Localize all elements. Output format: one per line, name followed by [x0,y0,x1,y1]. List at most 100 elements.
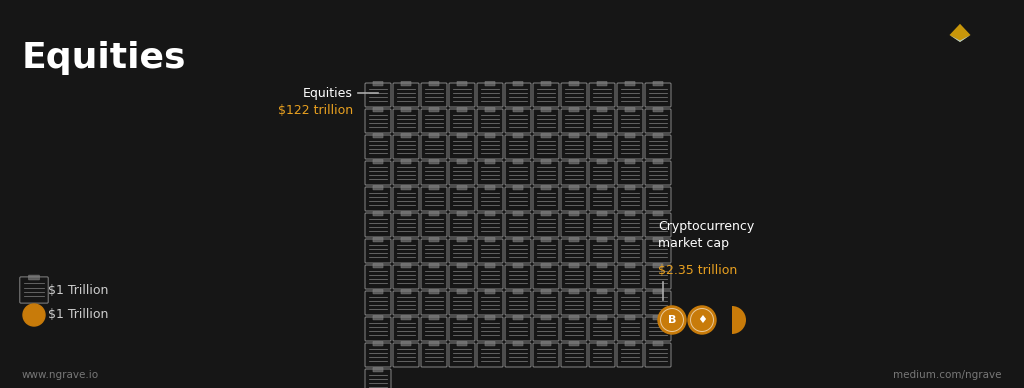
FancyBboxPatch shape [569,341,579,346]
FancyBboxPatch shape [569,211,579,216]
FancyBboxPatch shape [653,263,664,268]
FancyBboxPatch shape [373,211,383,216]
FancyBboxPatch shape [569,263,579,268]
FancyBboxPatch shape [513,159,523,164]
Text: $122 trillion: $122 trillion [278,104,353,118]
FancyBboxPatch shape [373,159,383,164]
FancyBboxPatch shape [513,185,523,190]
FancyBboxPatch shape [513,341,523,346]
FancyBboxPatch shape [653,107,664,112]
FancyBboxPatch shape [401,289,411,294]
FancyBboxPatch shape [457,341,467,346]
FancyBboxPatch shape [541,185,551,190]
FancyBboxPatch shape [401,159,411,164]
FancyBboxPatch shape [485,185,495,190]
Text: Equities: Equities [22,41,186,75]
FancyBboxPatch shape [485,341,495,346]
FancyBboxPatch shape [569,289,579,294]
FancyBboxPatch shape [429,159,439,164]
FancyBboxPatch shape [429,133,439,138]
FancyBboxPatch shape [569,315,579,320]
Text: ♦: ♦ [697,315,707,325]
FancyBboxPatch shape [401,107,411,112]
Wedge shape [732,306,746,334]
FancyBboxPatch shape [653,315,664,320]
FancyBboxPatch shape [597,107,607,112]
FancyBboxPatch shape [457,315,467,320]
FancyBboxPatch shape [485,263,495,268]
FancyBboxPatch shape [541,81,551,86]
Text: $2.35 trillion: $2.35 trillion [658,264,737,277]
FancyBboxPatch shape [513,107,523,112]
Text: Cryptocurrency
market cap: Cryptocurrency market cap [658,220,755,250]
FancyBboxPatch shape [513,237,523,242]
FancyBboxPatch shape [401,211,411,216]
FancyBboxPatch shape [541,341,551,346]
FancyBboxPatch shape [373,341,383,346]
FancyBboxPatch shape [401,185,411,190]
FancyBboxPatch shape [485,133,495,138]
FancyBboxPatch shape [373,81,383,86]
Polygon shape [949,24,971,42]
FancyBboxPatch shape [597,341,607,346]
FancyBboxPatch shape [541,211,551,216]
FancyBboxPatch shape [597,81,607,86]
FancyBboxPatch shape [457,81,467,86]
FancyBboxPatch shape [597,315,607,320]
FancyBboxPatch shape [569,81,579,86]
FancyBboxPatch shape [625,107,635,112]
Circle shape [23,304,45,326]
Circle shape [688,306,716,334]
FancyBboxPatch shape [485,81,495,86]
FancyBboxPatch shape [653,81,664,86]
FancyBboxPatch shape [29,275,40,280]
FancyBboxPatch shape [373,107,383,112]
FancyBboxPatch shape [373,315,383,320]
FancyBboxPatch shape [569,237,579,242]
FancyBboxPatch shape [597,211,607,216]
Circle shape [658,306,686,334]
FancyBboxPatch shape [429,185,439,190]
FancyBboxPatch shape [485,237,495,242]
FancyBboxPatch shape [597,159,607,164]
FancyBboxPatch shape [625,263,635,268]
FancyBboxPatch shape [625,315,635,320]
FancyBboxPatch shape [373,185,383,190]
FancyBboxPatch shape [485,159,495,164]
FancyBboxPatch shape [457,133,467,138]
FancyBboxPatch shape [569,107,579,112]
FancyBboxPatch shape [653,289,664,294]
FancyBboxPatch shape [457,289,467,294]
FancyBboxPatch shape [625,237,635,242]
FancyBboxPatch shape [401,341,411,346]
FancyBboxPatch shape [513,289,523,294]
FancyBboxPatch shape [541,315,551,320]
FancyBboxPatch shape [541,263,551,268]
FancyBboxPatch shape [625,185,635,190]
FancyBboxPatch shape [625,341,635,346]
FancyBboxPatch shape [541,159,551,164]
FancyBboxPatch shape [653,237,664,242]
FancyBboxPatch shape [485,107,495,112]
FancyBboxPatch shape [625,159,635,164]
FancyBboxPatch shape [485,315,495,320]
FancyBboxPatch shape [569,159,579,164]
FancyBboxPatch shape [653,159,664,164]
FancyBboxPatch shape [457,211,467,216]
FancyBboxPatch shape [513,315,523,320]
FancyBboxPatch shape [485,211,495,216]
FancyBboxPatch shape [625,81,635,86]
FancyBboxPatch shape [373,367,383,372]
Text: www.ngrave.io: www.ngrave.io [22,370,99,380]
FancyBboxPatch shape [653,185,664,190]
FancyBboxPatch shape [373,263,383,268]
FancyBboxPatch shape [401,237,411,242]
FancyBboxPatch shape [429,107,439,112]
FancyBboxPatch shape [429,315,439,320]
FancyBboxPatch shape [513,133,523,138]
Text: $1 Trillion: $1 Trillion [48,284,109,296]
FancyBboxPatch shape [429,211,439,216]
FancyBboxPatch shape [401,133,411,138]
Text: medium.com/ngrave: medium.com/ngrave [894,370,1002,380]
FancyBboxPatch shape [653,341,664,346]
